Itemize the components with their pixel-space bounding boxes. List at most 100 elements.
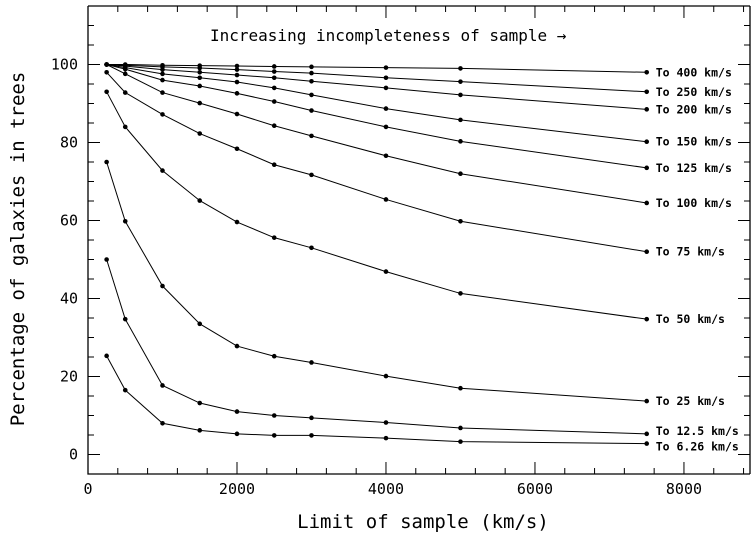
data-point xyxy=(271,123,277,129)
data-point xyxy=(160,421,165,426)
series-line xyxy=(106,161,647,402)
data-point xyxy=(644,398,650,404)
data-point xyxy=(197,400,203,406)
data-point xyxy=(197,131,203,136)
series-9 xyxy=(104,257,650,437)
x-axis-title: Limit of sample (km/s) xyxy=(297,511,549,533)
data-point xyxy=(644,70,650,75)
series-line xyxy=(106,259,647,435)
series-label: To 6.26 km/s xyxy=(656,440,739,454)
data-point xyxy=(197,100,203,106)
x-tick-label: 8000 xyxy=(666,480,702,498)
series-line xyxy=(106,91,647,320)
series-4 xyxy=(104,62,650,171)
data-point xyxy=(160,67,165,72)
data-point xyxy=(271,69,277,74)
series-3 xyxy=(104,62,650,145)
series-label: To 50 km/s xyxy=(656,312,725,326)
series-line xyxy=(106,71,647,253)
x-tick-label: 2000 xyxy=(219,480,255,498)
data-point xyxy=(197,428,203,433)
data-point xyxy=(271,413,277,418)
series-label: To 25 km/s xyxy=(656,394,725,408)
series-1 xyxy=(104,62,650,95)
data-point xyxy=(271,64,277,69)
data-point xyxy=(383,435,389,441)
axes: 0 2000 4000 6000 8000 0 20 40 60 80 100 xyxy=(51,5,751,498)
data-point xyxy=(383,269,389,274)
series-line xyxy=(106,64,647,93)
series-line xyxy=(106,355,647,445)
data-point xyxy=(458,218,463,224)
data-point xyxy=(160,77,165,83)
data-point xyxy=(197,83,203,89)
x-tick-label: 6000 xyxy=(517,480,553,498)
data-point xyxy=(309,64,314,70)
series-label: To 400 km/s xyxy=(656,65,732,79)
data-point xyxy=(197,65,203,71)
data-point xyxy=(271,85,277,91)
data-point xyxy=(271,162,277,168)
series-8 xyxy=(104,159,650,404)
data-point xyxy=(644,107,650,112)
data-point xyxy=(104,353,109,359)
x-tick-label: 0 xyxy=(83,480,92,498)
data-point xyxy=(383,106,389,111)
series-label: To 75 km/s xyxy=(656,245,725,259)
data-point xyxy=(458,66,463,71)
data-point xyxy=(458,92,463,98)
data-point xyxy=(271,433,277,438)
data-point xyxy=(644,165,650,171)
y-tick-label: 80 xyxy=(60,134,78,152)
data-point xyxy=(383,124,389,130)
data-point xyxy=(309,108,314,113)
series-label: To 125 km/s xyxy=(656,161,732,175)
data-point xyxy=(197,198,203,203)
series-line xyxy=(106,64,647,110)
data-point xyxy=(160,283,165,289)
data-point xyxy=(644,89,650,95)
data-point xyxy=(160,383,165,388)
y-tick-label: 60 xyxy=(60,212,78,230)
data-point xyxy=(383,373,389,379)
series-0 xyxy=(104,62,650,75)
series-10 xyxy=(104,353,650,446)
data-point xyxy=(234,67,240,72)
series-label: To 200 km/s xyxy=(656,102,732,116)
series-2 xyxy=(104,62,650,112)
data-point xyxy=(383,153,389,159)
series-line xyxy=(106,64,647,73)
data-point xyxy=(122,90,128,95)
data-point xyxy=(309,360,314,365)
data-point xyxy=(122,71,128,77)
data-point xyxy=(160,168,165,173)
data-point xyxy=(122,316,128,322)
data-point xyxy=(644,316,650,322)
data-point xyxy=(458,291,463,296)
data-point xyxy=(383,65,389,70)
data-point xyxy=(458,439,463,444)
data-point xyxy=(309,415,314,421)
data-point xyxy=(309,172,314,178)
data-point xyxy=(122,218,128,224)
data-point xyxy=(234,91,240,96)
data-point xyxy=(458,79,463,84)
data-point xyxy=(309,133,314,139)
series-label: To 100 km/s xyxy=(656,196,732,210)
series-label: To 12.5 km/s xyxy=(656,424,739,438)
chart-annotation: Increasing incompleteness of sample → xyxy=(210,26,567,45)
y-tick-label: 100 xyxy=(51,56,78,74)
data-point xyxy=(234,343,240,349)
data-point xyxy=(160,90,165,95)
data-point xyxy=(383,197,389,202)
y-axis-title: Percentage of galaxies in trees xyxy=(7,72,29,427)
data-point xyxy=(309,433,314,438)
data-point xyxy=(234,111,240,117)
y-tick-label: 0 xyxy=(69,446,78,464)
data-point xyxy=(458,139,463,144)
series-label: To 250 km/s xyxy=(656,85,732,99)
data-point xyxy=(122,124,128,130)
data-point xyxy=(644,441,650,446)
series-7 xyxy=(104,89,650,322)
data-point xyxy=(197,321,203,327)
